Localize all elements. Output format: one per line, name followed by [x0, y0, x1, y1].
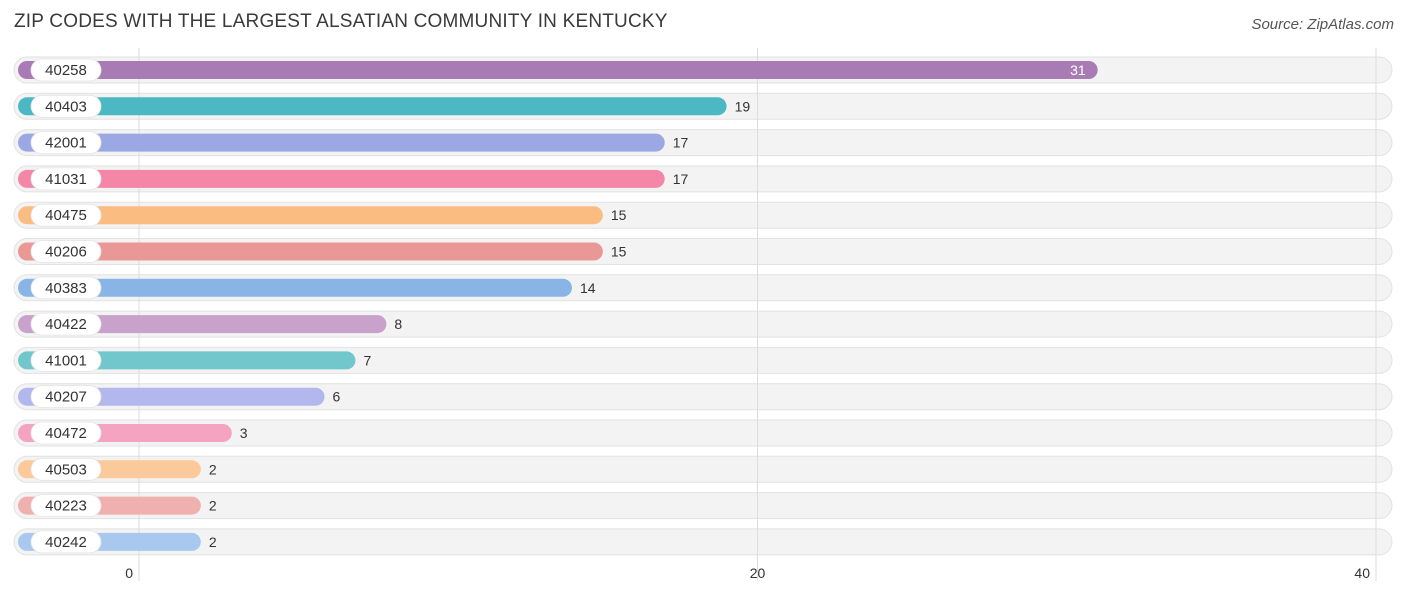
category-label: 42001 [45, 135, 87, 152]
value-label: 6 [333, 389, 341, 405]
row-track [13, 455, 1393, 483]
category-label: 40207 [45, 389, 87, 406]
category-label: 41031 [45, 171, 87, 188]
value-label: 17 [673, 171, 689, 187]
value-label: 3 [240, 425, 248, 441]
x-tick-label: 20 [750, 565, 766, 581]
category-label-pill [30, 203, 102, 227]
bar [18, 315, 387, 334]
category-label-pill [30, 58, 102, 82]
row-track [13, 346, 1393, 374]
category-label-pill [30, 276, 102, 300]
value-label: 2 [209, 498, 217, 514]
x-tick-label: 40 [1354, 565, 1370, 581]
category-label: 40223 [45, 498, 87, 515]
row-track [13, 528, 1393, 556]
bar [18, 133, 665, 152]
category-label: 40383 [45, 280, 87, 297]
category-label-pill [30, 348, 102, 372]
value-label: 17 [673, 135, 689, 151]
category-label-pill [30, 240, 102, 263]
value-label: 15 [611, 244, 627, 260]
value-label: 7 [363, 352, 371, 368]
category-label: 41001 [45, 352, 87, 369]
source-note: Source: ZipAtlas.com [1251, 16, 1394, 33]
category-label-pill [30, 167, 102, 191]
category-label: 40258 [45, 62, 87, 79]
bar [18, 351, 356, 370]
category-label: 40242 [45, 534, 87, 551]
chart-title: ZIP CODES WITH THE LARGEST ALSATIAN COMM… [14, 11, 668, 32]
bar [18, 242, 603, 261]
category-label-pill [30, 94, 102, 118]
category-label: 40475 [45, 207, 87, 224]
bar [18, 169, 665, 188]
category-label-pill [30, 494, 102, 518]
x-tick-label: 0 [125, 565, 133, 581]
row-track [13, 383, 1393, 411]
category-label-pill [30, 131, 102, 155]
value-label: 2 [209, 534, 217, 550]
bar [18, 206, 603, 225]
value-label: 14 [580, 280, 596, 296]
value-label: 2 [209, 461, 217, 477]
category-label-pill [30, 457, 102, 481]
category-label-pill [30, 312, 102, 336]
category-label: 40503 [45, 461, 87, 478]
category-label: 40472 [45, 425, 87, 442]
category-label-pill [30, 421, 102, 445]
value-label: 31 [1070, 62, 1086, 78]
value-label: 19 [735, 98, 751, 114]
category-label-pill [30, 530, 102, 554]
value-label: 15 [611, 207, 627, 223]
category-label-pill [30, 385, 102, 409]
row-track [13, 492, 1393, 520]
category-label: 40206 [45, 244, 87, 261]
bar [18, 61, 1098, 79]
category-label: 40403 [45, 98, 87, 115]
category-label: 40422 [45, 316, 87, 333]
bar [18, 278, 572, 297]
value-label: 8 [394, 316, 402, 332]
bar [18, 97, 727, 116]
row-track [13, 419, 1393, 447]
